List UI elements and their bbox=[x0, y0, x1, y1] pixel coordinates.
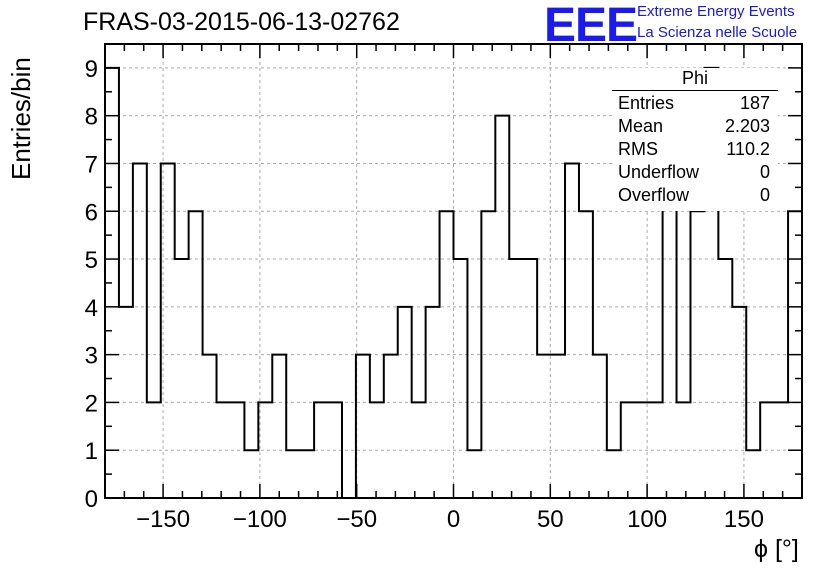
histogram-bin bbox=[175, 259, 189, 498]
histogram-bin bbox=[286, 450, 300, 498]
x-tick-label: 100 bbox=[627, 506, 667, 533]
histogram-bin bbox=[649, 402, 663, 498]
histogram-bin bbox=[467, 450, 481, 498]
stats-underflow-label: Underflow bbox=[618, 162, 700, 182]
histogram-bin bbox=[746, 450, 760, 498]
eee-logo-mark: EEE bbox=[544, 0, 638, 52]
x-tick-label: 50 bbox=[537, 506, 564, 533]
y-tick-label: 0 bbox=[85, 486, 98, 513]
stats-overflow-label: Overflow bbox=[618, 185, 690, 205]
histogram-bin bbox=[454, 259, 468, 498]
histogram-bin bbox=[607, 450, 621, 498]
histogram-bin bbox=[551, 355, 565, 498]
histogram-bin bbox=[384, 355, 398, 498]
x-tick-label: 0 bbox=[447, 506, 460, 533]
x-axis-label: ϕ [°] bbox=[754, 535, 799, 563]
x-tick-label: −100 bbox=[233, 506, 287, 533]
histogram-bin bbox=[244, 450, 258, 498]
stats-mean-label: Mean bbox=[618, 116, 664, 136]
histogram-bin bbox=[593, 355, 607, 498]
x-tick-label: −150 bbox=[136, 506, 190, 533]
histogram-bin bbox=[203, 355, 217, 498]
histogram-bin bbox=[509, 259, 523, 498]
chart-title: FRAS-03-2015-06-13-02762 bbox=[83, 8, 400, 36]
y-tick-label: 5 bbox=[85, 247, 98, 274]
stats-box-divider bbox=[612, 90, 778, 91]
y-tick-label: 9 bbox=[85, 56, 98, 83]
stats-rms-label: RMS bbox=[618, 139, 658, 159]
histogram-bin bbox=[356, 355, 370, 498]
histogram-bin bbox=[537, 355, 551, 498]
x-tick-label: −50 bbox=[336, 506, 377, 533]
logo-line-1: Extreme Energy Events bbox=[637, 3, 795, 20]
histogram-bin bbox=[300, 450, 314, 498]
histogram-bars bbox=[104, 66, 803, 499]
histogram-outline bbox=[104, 66, 803, 499]
histogram-bin bbox=[732, 307, 746, 498]
x-tick-label: 150 bbox=[724, 506, 764, 533]
stats-overflow-value: 0 bbox=[759, 185, 770, 205]
stats-entries-label: Entries bbox=[618, 93, 675, 113]
y-tick-label: 4 bbox=[85, 295, 98, 322]
stats-mean-value: 2.203 bbox=[724, 116, 770, 136]
histogram-bin bbox=[258, 402, 272, 498]
stats-underflow-value: 0 bbox=[759, 162, 770, 182]
y-axis-label: Entries/bin bbox=[6, 57, 36, 180]
stats-box: Phi Entries 187 Mean 2.203 RMS 110.2 Und… bbox=[612, 68, 778, 211]
y-tick-label: 8 bbox=[85, 104, 98, 131]
y-tick-label: 1 bbox=[85, 438, 98, 465]
histogram-bin bbox=[718, 259, 732, 498]
y-tick-label: 6 bbox=[85, 199, 98, 226]
tick-labels: −150 −100 −50 0 50 100 150 0 1 2 3 4 5 6 7 8 9 bbox=[85, 56, 764, 533]
stats-box-title: Phi bbox=[681, 68, 708, 88]
histogram-bin bbox=[523, 259, 537, 498]
y-tick-label: 3 bbox=[85, 343, 98, 370]
histogram-bin bbox=[690, 211, 704, 498]
histogram-bin bbox=[133, 163, 147, 498]
stats-entries-value: 187 bbox=[739, 93, 770, 113]
histogram-bin bbox=[565, 163, 579, 498]
histogram-bin bbox=[217, 402, 231, 498]
histogram-bin bbox=[272, 355, 286, 498]
logo-line-2: La Scienza nelle Scuole bbox=[637, 24, 798, 41]
y-tick-label: 2 bbox=[85, 390, 98, 417]
stats-rms-value: 110.2 bbox=[726, 139, 770, 159]
tick-marks bbox=[104, 43, 803, 499]
y-tick-label: 7 bbox=[85, 151, 98, 178]
